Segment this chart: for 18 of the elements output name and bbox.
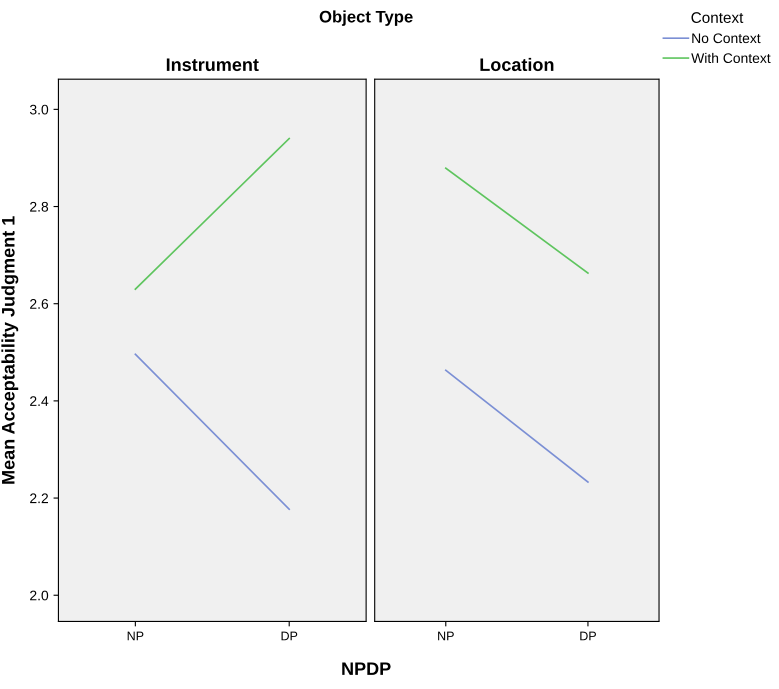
x-tick-label: NP bbox=[128, 632, 144, 640]
y-tick-label: 3.0 bbox=[30, 104, 48, 115]
legend-title: Context bbox=[691, 12, 744, 23]
chart-title: Location bbox=[480, 58, 554, 72]
y-tick-label: 2.4 bbox=[30, 396, 48, 406]
y-tick-label: 2.0 bbox=[30, 590, 48, 600]
y-tick-label: 2.2 bbox=[30, 493, 48, 504]
chart-title: Instrument bbox=[166, 58, 259, 72]
legend-label: No Context bbox=[692, 33, 761, 44]
x-tick-label: NP bbox=[438, 632, 454, 640]
y-axis-title: Mean Acceptability Judgment 1 bbox=[1, 216, 18, 484]
legend-label: With Context bbox=[691, 52, 771, 64]
x-axis-title: NPDP bbox=[342, 662, 391, 675]
y-tick-label: 2.6 bbox=[30, 299, 48, 309]
text: Object Type bbox=[320, 10, 413, 26]
x-tick-label: DP bbox=[282, 632, 298, 640]
x-tick-label: DP bbox=[580, 632, 596, 640]
y-tick-label: 2.8 bbox=[30, 202, 48, 212]
